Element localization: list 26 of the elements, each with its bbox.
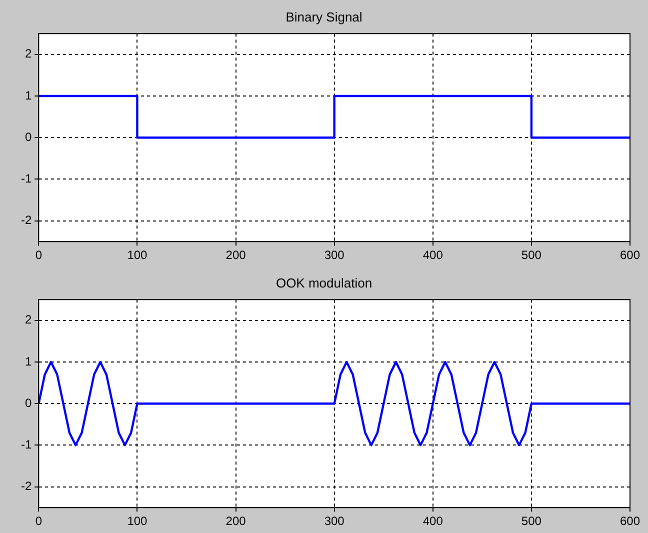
chart-title: Binary Signal [286, 9, 362, 24]
y-tick-label: -2 [21, 213, 32, 228]
x-tick-label: 200 [226, 514, 246, 528]
x-tick-label: 300 [324, 248, 345, 262]
x-tick-label: 0 [35, 248, 42, 262]
x-tick-label: 0 [35, 514, 42, 528]
y-tick-label: 1 [24, 88, 32, 102]
x-tick-label: 400 [422, 248, 444, 262]
x-tick-label: 200 [226, 248, 246, 262]
y-tick-label: -1 [21, 438, 32, 452]
y-tick-label: 0 [24, 396, 32, 410]
y-tick-label: -2 [21, 479, 32, 494]
y-tick-label: -1 [21, 172, 32, 186]
x-tick-label: 300 [324, 514, 345, 528]
y-tick-label: 2 [24, 312, 32, 327]
x-tick-label: 100 [127, 514, 148, 528]
y-tick-label: 0 [24, 130, 32, 144]
x-tick-label: 600 [620, 248, 640, 262]
x-tick-label: 100 [127, 248, 148, 262]
x-tick-label: 400 [422, 514, 444, 528]
x-tick-label: 500 [521, 248, 542, 262]
y-tick-label: 2 [24, 46, 32, 61]
y-tick-label: 1 [24, 354, 32, 368]
x-tick-label: 500 [521, 514, 542, 528]
chart-title: OOK modulation [276, 275, 372, 290]
x-tick-label: 600 [620, 514, 640, 528]
